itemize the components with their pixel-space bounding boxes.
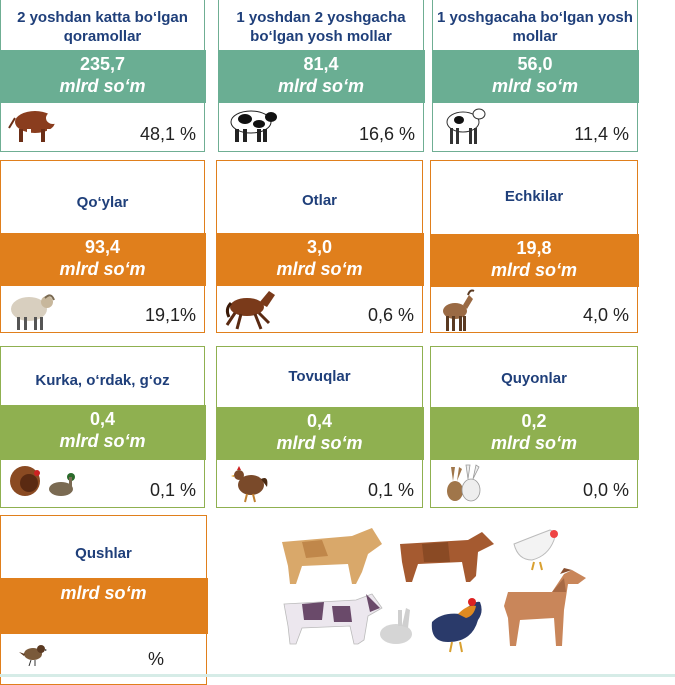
footer-divider (0, 674, 675, 677)
percent: % (147, 649, 164, 669)
unit: mlrd so‘m (490, 433, 578, 453)
unit: mlrd so‘m (276, 433, 363, 453)
percent: 4,0 % (582, 305, 629, 325)
value-band: 0,2 mlrd so‘m (429, 407, 639, 460)
white-hen-illustration-icon (513, 529, 558, 571)
value: 19,8 (516, 238, 552, 258)
card-title: Qo‘ylar (76, 194, 129, 211)
card-title: Otlar (301, 192, 337, 209)
value: 0,4 (89, 409, 116, 429)
value-band: 3,0 mlrd so‘m (215, 233, 424, 286)
value-band: 0,4 mlrd so‘m (215, 407, 424, 460)
percent: 0,1 % (367, 480, 414, 500)
value: 0,2 (521, 411, 547, 431)
rooster-illustration-icon (431, 598, 482, 653)
bull-icon (8, 111, 60, 142)
unit: mlrd so‘m (490, 260, 578, 280)
cow-illustration-icon (282, 528, 382, 584)
value-band: 0,4 mlrd so‘m (0, 405, 206, 460)
unit: mlrd so‘m (491, 76, 579, 96)
rabbit-icon (447, 464, 481, 502)
calf-icon (446, 108, 486, 144)
card-cattle-young: 1 yoshdan 2 yoshgacha bo‘lgan yosh molla… (217, 0, 425, 152)
rabbit-illustration-icon (380, 608, 412, 644)
percent: 0,6 % (367, 305, 414, 325)
holstein-illustration-icon (283, 593, 383, 645)
card-title: Kurka, o‘rdak, g‘oz (35, 372, 170, 389)
percent: 16,6 % (358, 124, 415, 144)
horse-illustration-icon (504, 568, 586, 646)
horse-icon (225, 291, 275, 330)
animals-illustration (282, 528, 586, 653)
card-calves: 1 yoshgacaha bo‘lgan yosh mollar 56,0 ml… (431, 0, 639, 152)
value-band: mlrd so‘m (0, 578, 208, 634)
percent: 19,1% (144, 305, 196, 325)
percent: 11,4 % (574, 124, 629, 144)
card-title: 2 yoshdan katta bo‘lgan qoramollar (17, 9, 188, 45)
card-title: 1 yoshgacaha bo‘lgan yosh mollar (437, 9, 633, 45)
card-title: Echkilar (504, 188, 564, 205)
turkey-duck-icon (10, 466, 75, 496)
brown-cow-illustration-icon (400, 532, 494, 582)
goat-icon (443, 289, 475, 331)
card-title: Qushlar (75, 545, 132, 562)
card-title: Quyonlar (501, 370, 567, 387)
card-title: Tovuqlar (288, 368, 351, 385)
unit: mlrd so‘m (277, 76, 365, 96)
card-chickens: Tovuqlar 0,4 mlrd so‘m 0,1 % (215, 346, 424, 508)
value-band: 93,4 mlrd so‘m (0, 233, 206, 286)
unit: mlrd so‘m (59, 76, 146, 96)
card-goats: Echkilar 19,8 mlrd so‘m 4,0 % (429, 160, 639, 333)
percent: 48,1 % (139, 124, 196, 144)
card-sheep: Qo‘ylar 93,4 mlrd so‘m 19,1% (0, 160, 206, 333)
card-cattle-adult: 2 yoshdan katta bo‘lgan qoramollar 235,7… (0, 0, 206, 152)
percent: 0,1 % (149, 480, 196, 500)
unit: mlrd so‘m (60, 583, 147, 603)
value: 0,4 (306, 411, 333, 431)
value-band: 56,0 mlrd so‘m (431, 50, 639, 103)
hen-icon (231, 466, 268, 503)
value: 81,4 (303, 54, 339, 74)
percent: 0,0 % (582, 480, 629, 500)
value: 56,0 (517, 54, 553, 74)
value: 93,4 (84, 237, 121, 257)
value-band: 19,8 mlrd so‘m (429, 234, 639, 287)
value-band: 81,4 mlrd so‘m (217, 50, 425, 103)
cow-icon (230, 110, 277, 142)
unit: mlrd so‘m (276, 259, 363, 279)
card-turkey-duck-goose: Kurka, o‘rdak, g‘oz 0,4 mlrd so‘m 0,1 % (0, 346, 206, 508)
unit: mlrd so‘m (59, 259, 146, 279)
value: 3,0 (306, 237, 333, 257)
card-birds: Qushlar mlrd so‘m % (0, 515, 208, 685)
value: 235,7 (79, 54, 126, 74)
sparrow-icon (19, 645, 47, 666)
sheep-icon (11, 294, 55, 330)
unit: mlrd so‘m (59, 431, 146, 451)
value-band: 235,7 mlrd so‘m (0, 50, 206, 103)
card-horses: Otlar 3,0 mlrd so‘m 0,6 % (215, 160, 424, 333)
card-rabbits: Quyonlar 0,2 mlrd so‘m 0,0 % (429, 346, 639, 508)
card-title: 1 yoshdan 2 yoshgacha bo‘lgan yosh molla… (236, 9, 406, 45)
